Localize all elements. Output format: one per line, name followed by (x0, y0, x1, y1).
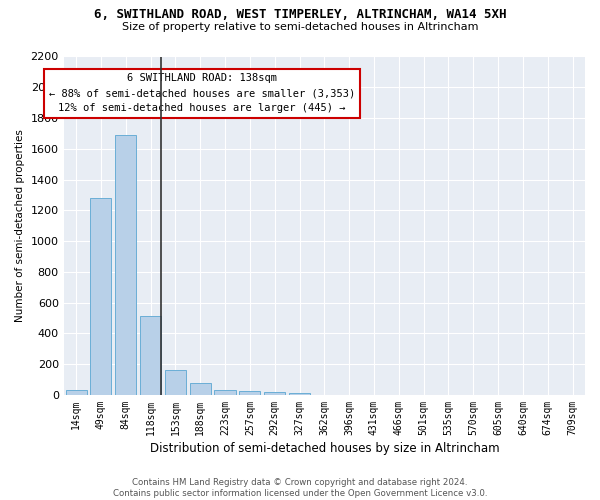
Bar (264, 392, 285, 395)
Bar (190, 384, 211, 395)
Bar (140, 316, 161, 395)
Text: Size of property relative to semi-detached houses in Altrincham: Size of property relative to semi-detach… (122, 22, 478, 32)
Text: 6 SWITHLAND ROAD: 138sqm
← 88% of semi-detached houses are smaller (3,353)
12% o: 6 SWITHLAND ROAD: 138sqm ← 88% of semi-d… (49, 74, 355, 113)
Bar (214, 390, 236, 395)
Bar (115, 135, 136, 395)
Bar (165, 370, 186, 395)
Bar (289, 392, 310, 395)
Bar (239, 391, 260, 395)
X-axis label: Distribution of semi-detached houses by size in Altrincham: Distribution of semi-detached houses by … (149, 442, 499, 455)
Text: Contains HM Land Registry data © Crown copyright and database right 2024.
Contai: Contains HM Land Registry data © Crown c… (113, 478, 487, 498)
Y-axis label: Number of semi-detached properties: Number of semi-detached properties (15, 130, 25, 322)
Text: 6, SWITHLAND ROAD, WEST TIMPERLEY, ALTRINCHAM, WA14 5XH: 6, SWITHLAND ROAD, WEST TIMPERLEY, ALTRI… (94, 8, 506, 20)
Bar (65, 390, 86, 395)
Bar (91, 198, 112, 395)
